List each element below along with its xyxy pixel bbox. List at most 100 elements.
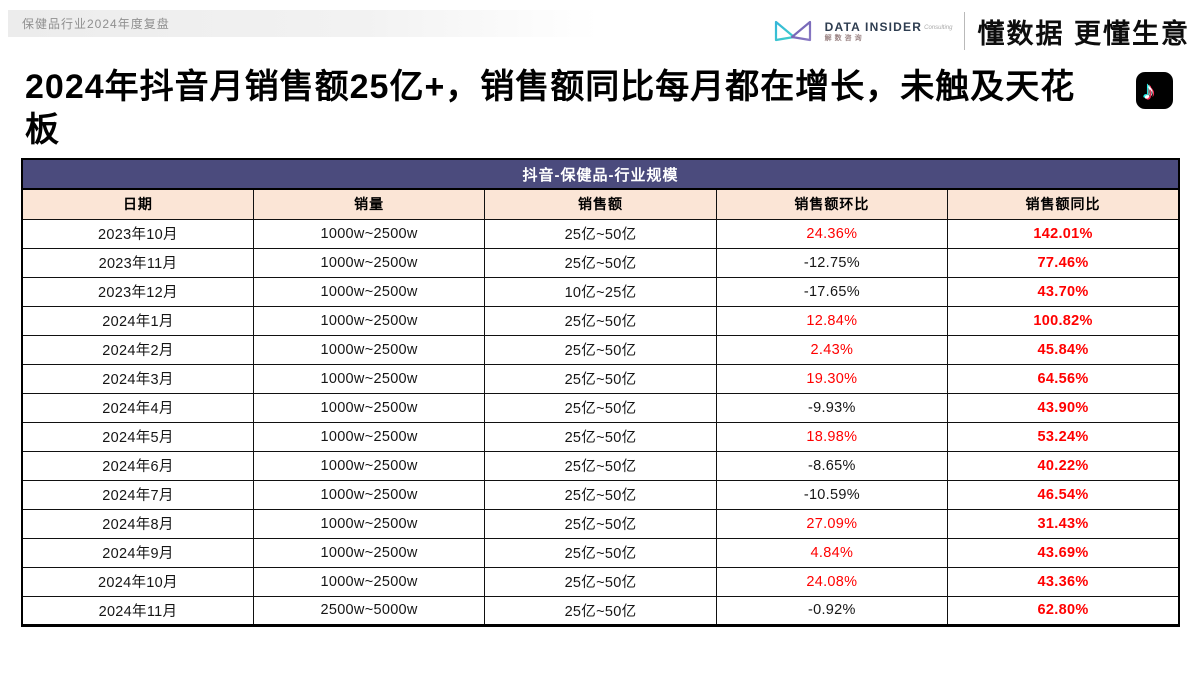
table-row: 2024年9月 1000w~2500w 25亿~50亿 4.84% 43.69% [21, 537, 1180, 568]
yoy-cell: 46.54% [947, 479, 1180, 510]
table-row: 2024年10月 1000w~2500w 25亿~50亿 24.08% 43.36% [21, 566, 1180, 597]
table-title-row: 抖音-保健品-行业规模 [21, 158, 1180, 190]
mom-cell: 2.43% [715, 334, 949, 365]
logo-wordmark: DATA INSIDER [824, 19, 923, 34]
table-title: 抖音-保健品-行业规模 [21, 158, 1180, 190]
mom-cell: 4.84% [715, 537, 949, 568]
gmv-cell: 25亿~50亿 [484, 508, 717, 539]
logo-chinese-name: 解数咨询 [824, 34, 865, 42]
yoy-cell: 62.80% [947, 595, 1180, 626]
volume-cell: 1000w~2500w [252, 421, 486, 452]
yoy-cell: 43.36% [947, 566, 1180, 597]
yoy-cell: 45.84% [947, 334, 1180, 365]
gmv-cell: 10亿~25亿 [484, 276, 717, 307]
date-cell: 2024年9月 [21, 537, 254, 568]
deck-title: 保健品行业2024年度复盘 [22, 17, 170, 31]
gmv-cell: 25亿~50亿 [484, 334, 717, 365]
column-header: 销售额同比 [947, 188, 1180, 220]
table-body: 2023年10月 1000w~2500w 25亿~50亿 24.36% 142.01% 2… [21, 218, 1180, 626]
table-row: 2023年10月 1000w~2500w 25亿~50亿 24.36% 142.01% [21, 218, 1180, 249]
volume-cell: 1000w~2500w [252, 218, 486, 249]
table-row: 2024年11月 2500w~5000w 25亿~50亿 -0.92% 62.80% [21, 595, 1180, 626]
mom-cell: -12.75% [715, 247, 949, 278]
date-cell: 2024年4月 [21, 392, 254, 423]
page-title: 2024年抖音月销售额25亿+，销售额同比每月都在增长，未触及天花板 [25, 68, 1076, 149]
volume-cell: 1000w~2500w [252, 537, 486, 568]
yoy-cell: 142.01% [947, 218, 1180, 249]
column-header: 销量 [252, 188, 486, 220]
mom-cell: -17.65% [715, 276, 949, 307]
date-cell: 2024年8月 [21, 508, 254, 539]
yoy-cell: 100.82% [947, 305, 1180, 336]
mom-cell: -0.92% [715, 595, 949, 626]
volume-cell: 1000w~2500w [252, 334, 486, 365]
mom-cell: 19.30% [715, 363, 949, 394]
mom-cell: -10.59% [715, 479, 949, 510]
mom-cell: 27.09% [715, 508, 949, 539]
mom-cell: 18.98% [715, 421, 949, 452]
table-row: 2024年6月 1000w~2500w 25亿~50亿 -8.65% 40.22% [21, 450, 1180, 481]
mom-cell: 12.84% [715, 305, 949, 336]
table-row: 2023年12月 1000w~2500w 10亿~25亿 -17.65% 43.70% [21, 276, 1180, 307]
column-header: 销售额 [484, 188, 717, 220]
column-header: 日期 [21, 188, 254, 220]
table-row: 2024年1月 1000w~2500w 25亿~50亿 12.84% 100.82% [21, 305, 1180, 336]
tiktok-icon: ♪ ♪ ♪ [1136, 72, 1173, 109]
yoy-cell: 77.46% [947, 247, 1180, 278]
yoy-cell: 53.24% [947, 421, 1180, 452]
date-cell: 2023年11月 [21, 247, 254, 278]
gmv-cell: 25亿~50亿 [484, 566, 717, 597]
mom-cell: -9.93% [715, 392, 949, 423]
gmv-cell: 25亿~50亿 [484, 392, 717, 423]
table-row: 2024年2月 1000w~2500w 25亿~50亿 2.43% 45.84% [21, 334, 1180, 365]
industry-scale-table: 抖音-保健品-行业规模 日期 销量 销售额 销售额环比 销售额同比 2023年10月 10… [21, 158, 1180, 627]
volume-cell: 1000w~2500w [252, 247, 486, 278]
volume-cell: 1000w~2500w [252, 276, 486, 307]
yoy-cell: 40.22% [947, 450, 1180, 481]
date-cell: 2024年11月 [21, 595, 254, 626]
table-row: 2024年8月 1000w~2500w 25亿~50亿 27.09% 31.43% [21, 508, 1180, 539]
logo-tagline: Consulting [924, 24, 953, 31]
table-row: 2024年3月 1000w~2500w 25亿~50亿 19.30% 64.56% [21, 363, 1180, 394]
gmv-cell: 25亿~50亿 [484, 363, 717, 394]
yoy-cell: 43.90% [947, 392, 1180, 423]
date-cell: 2024年6月 [21, 450, 254, 481]
gmv-cell: 25亿~50亿 [484, 305, 717, 336]
yoy-cell: 64.56% [947, 363, 1180, 394]
vertical-divider [964, 12, 966, 50]
bowtie-logo-icon [774, 20, 811, 42]
date-cell: 2024年10月 [21, 566, 254, 597]
data-insider-logo: DATA INSIDER Consulting 解数咨询 [825, 21, 953, 42]
table-row: 2024年5月 1000w~2500w 25亿~50亿 18.98% 53.24% [21, 421, 1180, 452]
gmv-cell: 25亿~50亿 [484, 421, 717, 452]
volume-cell: 1000w~2500w [252, 450, 486, 481]
gmv-cell: 25亿~50亿 [484, 450, 717, 481]
mom-cell: -8.65% [715, 450, 949, 481]
date-cell: 2024年7月 [21, 479, 254, 510]
volume-cell: 1000w~2500w [252, 508, 486, 539]
mom-cell: 24.36% [715, 218, 949, 249]
date-cell: 2024年5月 [21, 421, 254, 452]
date-cell: 2023年10月 [21, 218, 254, 249]
gmv-cell: 25亿~50亿 [484, 595, 717, 626]
table-header-row: 日期 销量 销售额 销售额环比 销售额同比 [21, 188, 1180, 220]
column-header: 销售额环比 [715, 188, 949, 220]
volume-cell: 1000w~2500w [252, 479, 486, 510]
brand-area: DATA INSIDER Consulting 解数咨询 懂数据 更懂生意 [773, 8, 1190, 54]
brand-slogan: 懂数据 更懂生意 [977, 18, 1190, 49]
date-cell: 2024年1月 [21, 305, 254, 336]
gmv-cell: 25亿~50亿 [484, 537, 717, 568]
date-cell: 2024年2月 [21, 334, 254, 365]
yoy-cell: 31.43% [947, 508, 1180, 539]
music-note-glyph: ♪ ♪ ♪ [1141, 75, 1157, 106]
table-row: 2024年4月 1000w~2500w 25亿~50亿 -9.93% 43.90% [21, 392, 1180, 423]
table-row: 2024年7月 1000w~2500w 25亿~50亿 -10.59% 46.54% [21, 479, 1180, 510]
breadcrumb-strip: 保健品行业2024年度复盘 [8, 10, 598, 37]
gmv-cell: 25亿~50亿 [484, 247, 717, 278]
date-cell: 2024年3月 [21, 363, 254, 394]
volume-cell: 2500w~5000w [252, 595, 486, 626]
table-row: 2023年11月 1000w~2500w 25亿~50亿 -12.75% 77.46% [21, 247, 1180, 278]
mom-cell: 24.08% [715, 566, 949, 597]
volume-cell: 1000w~2500w [252, 566, 486, 597]
